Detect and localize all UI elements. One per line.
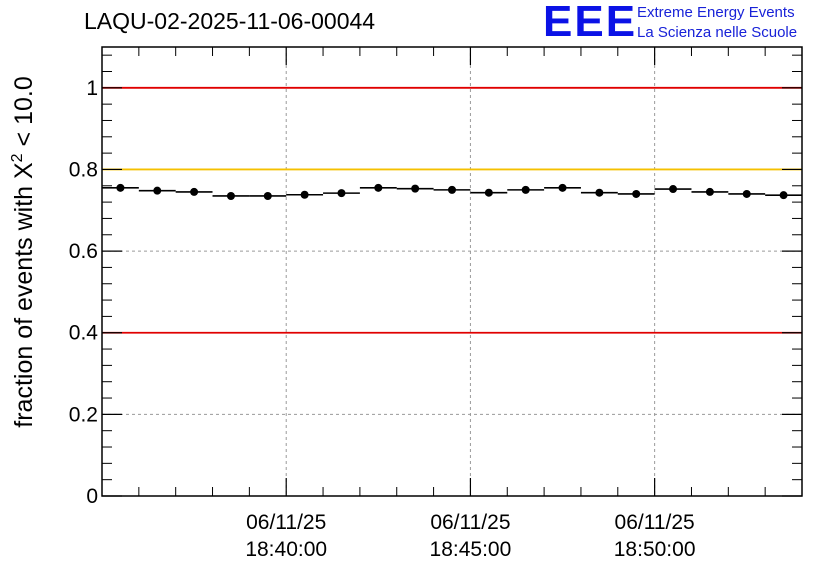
axis-ticks bbox=[102, 47, 802, 497]
x-tick-label-time: 18:45:00 bbox=[430, 538, 512, 561]
y-axis-label-suffix: < 10.0 bbox=[10, 76, 38, 153]
logo-text-line-1: Extreme Energy Events bbox=[637, 4, 795, 21]
y-axis-label: fraction of events with X2 < 10.0 bbox=[9, 76, 38, 427]
data-point bbox=[779, 191, 788, 200]
grid bbox=[102, 47, 802, 496]
data-point bbox=[632, 189, 641, 198]
y-axis-label-superscript: 2 bbox=[9, 153, 26, 162]
y-axis-label-symbol: X bbox=[10, 162, 38, 179]
data-point bbox=[448, 185, 456, 194]
axis-labels: 0 0.2 0.4 0.6 0.8 1 06/11/25 18:40:00 06/11/25 18… bbox=[69, 77, 696, 561]
data-point bbox=[300, 190, 309, 199]
eee-logo: EEE Extreme Energy Events La Scienza nel… bbox=[541, 0, 831, 46]
x-tick-label-time: 18:50:00 bbox=[614, 538, 696, 561]
data-point bbox=[669, 185, 678, 194]
reference-lines bbox=[102, 86, 802, 334]
y-tick-label: 1 bbox=[86, 77, 98, 100]
data-point bbox=[263, 191, 272, 200]
data-point bbox=[153, 186, 162, 195]
data-point bbox=[116, 183, 125, 192]
y-tick-label: 0.6 bbox=[69, 240, 98, 263]
data-point bbox=[411, 184, 420, 193]
data-point bbox=[705, 187, 714, 196]
logo-text-line-2: La Scienza nelle Scuole bbox=[637, 24, 798, 41]
data-point bbox=[226, 191, 235, 200]
data-point bbox=[595, 188, 604, 197]
y-axis-label-prefix: fraction of events with bbox=[10, 179, 38, 428]
y-tick-label: 0.8 bbox=[69, 158, 98, 181]
data-point bbox=[742, 189, 751, 198]
x-tick-label-date: 06/11/25 bbox=[246, 511, 326, 534]
data-point bbox=[484, 188, 493, 197]
data-point bbox=[521, 185, 530, 194]
y-tick-label: 0 bbox=[86, 485, 98, 508]
chart-title: LAQU-02-2025-11-06-00044 bbox=[84, 8, 376, 34]
x-tick-label-date: 06/11/25 bbox=[615, 511, 695, 534]
data-point bbox=[558, 183, 567, 192]
y-tick-label: 0.2 bbox=[69, 403, 98, 426]
y-tick-label: 0.4 bbox=[69, 322, 99, 345]
plot-frame bbox=[101, 46, 803, 497]
data-point bbox=[374, 183, 383, 192]
eee-logo-mark: EEE bbox=[543, 0, 638, 46]
x-tick-label-time: 18:40:00 bbox=[245, 538, 327, 561]
data-series bbox=[102, 183, 802, 200]
data-point bbox=[337, 189, 346, 198]
x-tick-label-date: 06/11/25 bbox=[430, 511, 510, 534]
data-point bbox=[190, 187, 199, 196]
